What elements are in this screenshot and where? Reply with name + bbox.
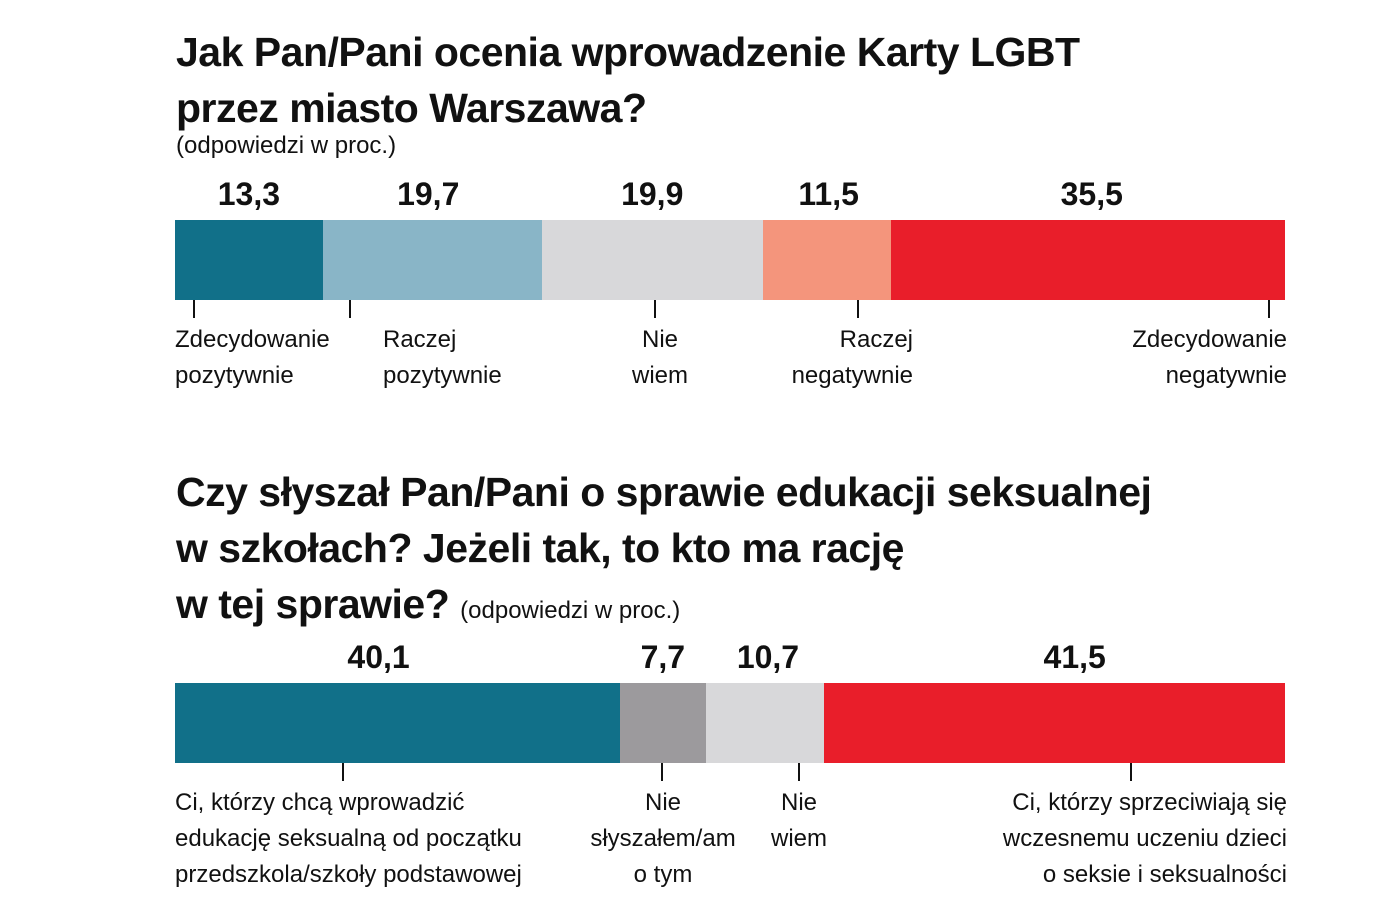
category-label: Raczej negatywnie [792, 322, 913, 394]
category-label: Nie słyszałem/am o tym [590, 785, 735, 893]
category-label: Zdecydowanie negatywnie [1132, 322, 1287, 394]
stacked-bar [175, 220, 1286, 300]
chart-2-title-line: w szkołach? Jeżeli tak, to kto ma rację [176, 525, 904, 571]
category-label-line: pozytywnie [383, 362, 502, 389]
chart-1-subtitle: (odpowiedzi w proc.) [176, 132, 397, 159]
bar-segment [175, 220, 324, 300]
category-label: Ci, którzy sprzeciwiają się wczesnemu ucz… [1003, 785, 1287, 893]
tick-mark [661, 763, 663, 781]
category-label-line: Raczej [383, 326, 457, 353]
tick-mark [342, 763, 344, 781]
data-label: 10,7 [736, 639, 800, 675]
data-label: 13,3 [217, 176, 281, 212]
chart-1-title-line: przez miasto Warszawa? [176, 85, 647, 131]
category-label-line: Nie [644, 789, 682, 816]
chart-1-title: Jak Pan/Pani ocenia wprowadzenie Karty L… [176, 24, 1080, 136]
tick-mark [1268, 300, 1270, 318]
chart-2-title-line: w tej sprawie? (odpowiedzi w proc.) [176, 576, 1151, 639]
category-label-line: edukację seksualną od początku [175, 825, 522, 852]
category-label: Raczej pozytywnie [383, 322, 502, 394]
chart-2-title: Czy słyszał Pan/Pani o sprawie edukacji … [176, 464, 1152, 639]
category-label: Nie wiem [632, 322, 688, 394]
category-label-line: o tym [633, 861, 693, 888]
category-label: Nie wiem [771, 785, 827, 857]
tick-mark [798, 763, 800, 781]
bar-segment [541, 220, 764, 300]
tick-mark [857, 300, 859, 318]
category-label-line: negatywnie [791, 362, 913, 389]
bar-segment [762, 220, 892, 300]
bar-segment [705, 683, 825, 763]
category-label-line: Nie [780, 789, 818, 816]
chart-2-title-line: Czy słyszał Pan/Pani o sprawie edukacji … [176, 469, 1152, 515]
category-label-line: o seksie i seksualności [1042, 861, 1287, 888]
category-label-line: negatywnie [1165, 362, 1287, 389]
category-label-line: wczesnemu uczeniu dzieci [1002, 825, 1287, 852]
data-label: 11,5 [798, 176, 859, 212]
stacked-bar [175, 683, 1286, 763]
data-label: 35,5 [1060, 176, 1123, 212]
data-label: 7,7 [640, 639, 686, 675]
category-label: Zdecydowanie pozytywnie [175, 322, 330, 394]
bar-segment [824, 683, 1286, 763]
data-label: 41,5 [1043, 639, 1106, 675]
tick-mark [349, 300, 351, 318]
chart-2-subtitle: (odpowiedzi w proc.) [460, 597, 681, 624]
category-label-line: Zdecydowanie [175, 326, 330, 353]
category-label-line: przedszkola/szkoły podstawowej [175, 861, 522, 888]
tick-mark [193, 300, 195, 318]
category-label: Ci, którzy chcą wprowadzić edukację seksu… [175, 785, 522, 893]
data-label: 19,7 [397, 176, 460, 212]
tick-mark [1130, 763, 1132, 781]
bar-segment [322, 220, 543, 300]
category-label-line: Nie [641, 326, 679, 353]
category-label-line: słyszałem/am [590, 825, 736, 852]
data-label: 40,1 [347, 639, 410, 675]
category-label-line: Zdecydowanie [1132, 326, 1287, 353]
category-label-line: Ci, którzy sprzeciwiają się [1012, 789, 1287, 816]
category-label-line: wiem [631, 362, 689, 389]
chart-2-title-line-3: w tej sprawie? [176, 581, 450, 627]
bar-segment [175, 683, 621, 763]
tick-mark [654, 300, 656, 318]
category-label-line: wiem [770, 825, 828, 852]
category-label-line: Raczej [839, 326, 913, 353]
bar-segment [620, 683, 707, 763]
bar-segment [890, 220, 1286, 300]
category-label-line: Ci, którzy chcą wprowadzić [175, 789, 465, 816]
data-label: 19,9 [621, 176, 684, 212]
chart-1-title-line: Jak Pan/Pani ocenia wprowadzenie Karty L… [176, 29, 1080, 75]
category-label-line: pozytywnie [175, 362, 294, 389]
